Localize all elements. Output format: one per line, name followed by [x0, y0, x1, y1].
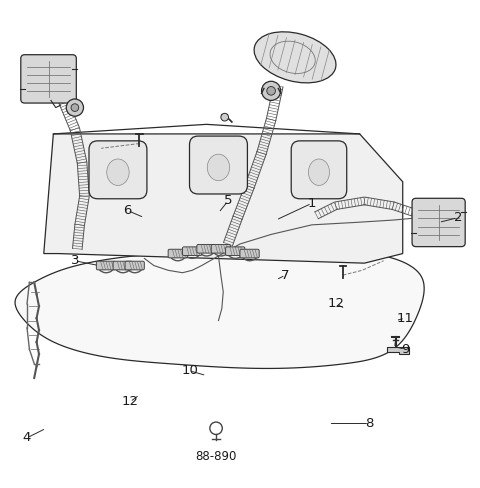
FancyBboxPatch shape [190, 136, 247, 194]
Text: 12: 12 [121, 395, 138, 408]
Ellipse shape [309, 159, 329, 185]
FancyBboxPatch shape [168, 249, 187, 258]
Text: 88-890: 88-890 [195, 450, 237, 464]
FancyBboxPatch shape [412, 198, 465, 246]
FancyBboxPatch shape [113, 261, 132, 270]
Text: 2: 2 [454, 211, 462, 224]
FancyBboxPatch shape [197, 244, 216, 253]
Circle shape [66, 99, 84, 116]
Text: 3: 3 [71, 254, 79, 267]
Text: 5: 5 [224, 194, 232, 207]
Text: 4: 4 [23, 431, 31, 445]
FancyBboxPatch shape [291, 141, 347, 199]
FancyBboxPatch shape [226, 247, 245, 256]
FancyBboxPatch shape [89, 141, 147, 199]
Text: 12: 12 [327, 297, 344, 310]
Polygon shape [387, 347, 409, 354]
Text: 1: 1 [308, 197, 316, 210]
FancyBboxPatch shape [211, 244, 230, 253]
FancyBboxPatch shape [125, 261, 144, 270]
Text: 7: 7 [281, 268, 290, 282]
Polygon shape [44, 134, 403, 263]
Ellipse shape [207, 154, 229, 181]
FancyBboxPatch shape [240, 249, 259, 258]
Text: 9: 9 [401, 343, 409, 356]
FancyBboxPatch shape [21, 55, 76, 103]
Ellipse shape [107, 159, 129, 185]
FancyBboxPatch shape [182, 247, 202, 256]
Text: 8: 8 [365, 417, 373, 430]
Ellipse shape [254, 32, 336, 83]
Text: 11: 11 [396, 312, 414, 325]
Circle shape [221, 113, 228, 121]
Circle shape [267, 86, 276, 95]
Circle shape [71, 104, 79, 111]
Polygon shape [15, 253, 424, 368]
Circle shape [262, 81, 281, 101]
Text: 10: 10 [181, 365, 198, 377]
FancyBboxPatch shape [96, 261, 116, 270]
Text: 6: 6 [123, 204, 132, 217]
